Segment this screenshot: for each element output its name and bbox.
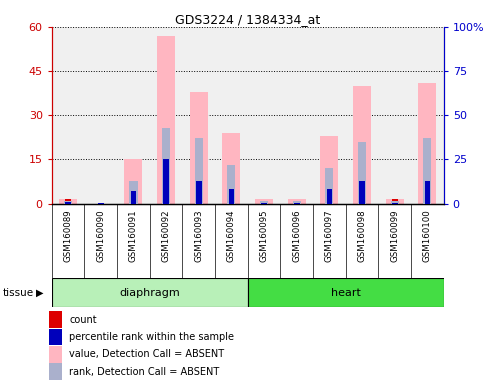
Bar bbox=[261, 200, 267, 204]
Bar bbox=[163, 159, 169, 204]
Bar bbox=[59, 199, 77, 204]
Bar bbox=[288, 199, 306, 204]
Bar bbox=[293, 201, 301, 204]
Bar bbox=[65, 199, 71, 204]
Text: GSM160098: GSM160098 bbox=[357, 210, 367, 262]
Bar bbox=[49, 363, 62, 380]
Text: GSM160093: GSM160093 bbox=[194, 210, 203, 262]
Bar bbox=[423, 138, 431, 204]
Bar bbox=[424, 180, 430, 204]
Bar bbox=[98, 203, 104, 204]
Bar bbox=[353, 86, 371, 204]
Text: GSM160092: GSM160092 bbox=[162, 210, 171, 262]
Bar bbox=[190, 92, 208, 204]
Text: GSM160100: GSM160100 bbox=[423, 210, 432, 262]
Bar bbox=[131, 191, 136, 204]
Bar bbox=[157, 36, 175, 204]
Text: GSM160095: GSM160095 bbox=[259, 210, 269, 262]
Bar bbox=[196, 180, 202, 204]
Bar bbox=[195, 138, 203, 204]
Text: ▶: ▶ bbox=[35, 288, 43, 298]
Text: GSM160097: GSM160097 bbox=[325, 210, 334, 262]
Bar bbox=[64, 201, 72, 204]
Text: GSM160091: GSM160091 bbox=[129, 210, 138, 262]
Text: tissue: tissue bbox=[2, 288, 34, 298]
Text: diaphragm: diaphragm bbox=[119, 288, 180, 298]
Bar bbox=[294, 200, 300, 204]
Bar bbox=[52, 278, 247, 307]
Text: percentile rank within the sample: percentile rank within the sample bbox=[69, 332, 234, 342]
Bar bbox=[392, 203, 397, 204]
Text: count: count bbox=[69, 314, 97, 325]
Text: rank, Detection Call = ABSENT: rank, Detection Call = ABSENT bbox=[69, 366, 219, 377]
Text: GSM160094: GSM160094 bbox=[227, 210, 236, 262]
Text: GSM160090: GSM160090 bbox=[96, 210, 106, 262]
Bar bbox=[326, 189, 332, 204]
Bar bbox=[49, 346, 62, 362]
Bar bbox=[49, 329, 62, 345]
Bar bbox=[260, 201, 268, 204]
Bar bbox=[222, 133, 241, 204]
Bar bbox=[247, 278, 444, 307]
Bar bbox=[294, 203, 300, 204]
Text: GSM160089: GSM160089 bbox=[64, 210, 72, 262]
Bar bbox=[261, 203, 267, 204]
Bar bbox=[320, 136, 338, 204]
Text: GSM160096: GSM160096 bbox=[292, 210, 301, 262]
Bar bbox=[49, 311, 62, 328]
Text: heart: heart bbox=[331, 288, 361, 298]
Bar bbox=[255, 199, 273, 204]
Bar bbox=[358, 142, 366, 204]
Bar bbox=[419, 83, 436, 204]
Text: value, Detection Call = ABSENT: value, Detection Call = ABSENT bbox=[69, 349, 224, 359]
Bar bbox=[386, 199, 404, 204]
Bar bbox=[229, 189, 234, 204]
Text: GSM160099: GSM160099 bbox=[390, 210, 399, 262]
Bar bbox=[325, 168, 333, 204]
Bar bbox=[359, 180, 365, 204]
Title: GDS3224 / 1384334_at: GDS3224 / 1384334_at bbox=[175, 13, 320, 26]
Bar bbox=[227, 165, 236, 204]
Bar bbox=[124, 159, 142, 204]
Bar bbox=[392, 199, 398, 204]
Bar bbox=[129, 180, 138, 204]
Bar bbox=[390, 201, 399, 204]
Bar bbox=[65, 202, 71, 204]
Bar bbox=[162, 127, 170, 204]
